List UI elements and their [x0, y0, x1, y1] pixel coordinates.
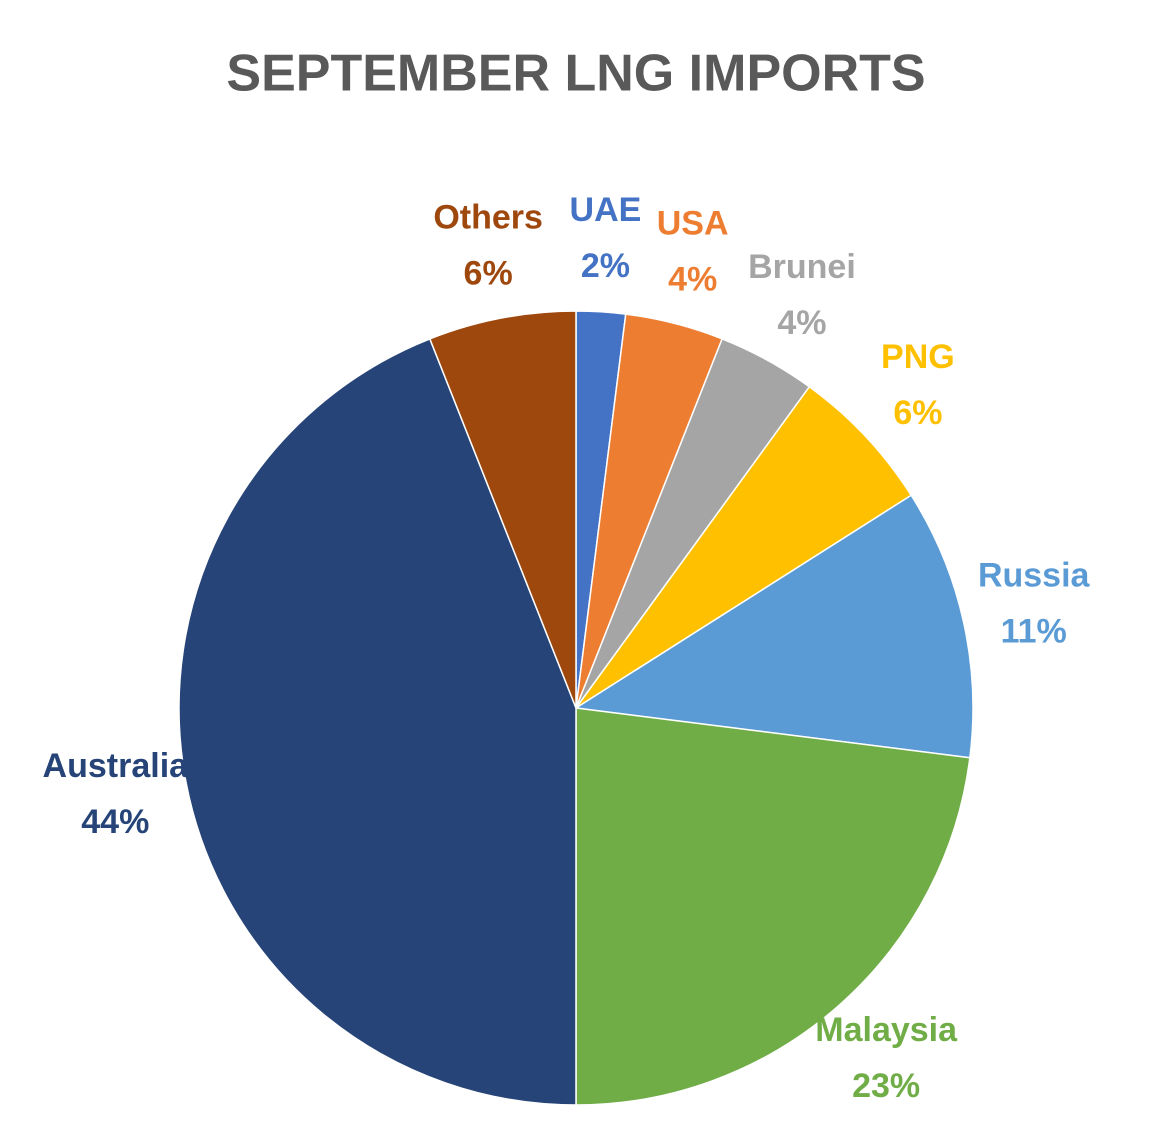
slice-value-label: 6%	[893, 394, 942, 432]
slice-value-label: 2%	[581, 247, 630, 285]
chart-title: SEPTEMBER LNG IMPORTS	[226, 45, 925, 103]
slice-label: Brunei	[748, 248, 856, 286]
slice-value-label: 11%	[1001, 613, 1067, 651]
pie-slice	[573, 494, 974, 759]
pie-slice	[178, 337, 577, 1106]
slice-label: Russia	[978, 557, 1091, 595]
slice-label: PNG	[881, 338, 955, 376]
slice-label: Malaysia	[815, 1011, 958, 1049]
slice-value-label: 6%	[464, 254, 513, 292]
slice-label: Australia	[43, 747, 190, 785]
slice-value-label: 23%	[852, 1067, 920, 1105]
slice-label: UAE	[570, 191, 642, 229]
pie-slice	[575, 707, 971, 1106]
slice-label: Others	[433, 198, 543, 236]
slice-value-label: 4%	[777, 304, 826, 342]
slice-value-label: 4%	[668, 261, 717, 299]
slice-value-label: 44%	[81, 803, 149, 841]
pie-slice	[575, 385, 913, 709]
slice-label: USA	[657, 205, 729, 243]
pie-slice	[428, 310, 577, 709]
